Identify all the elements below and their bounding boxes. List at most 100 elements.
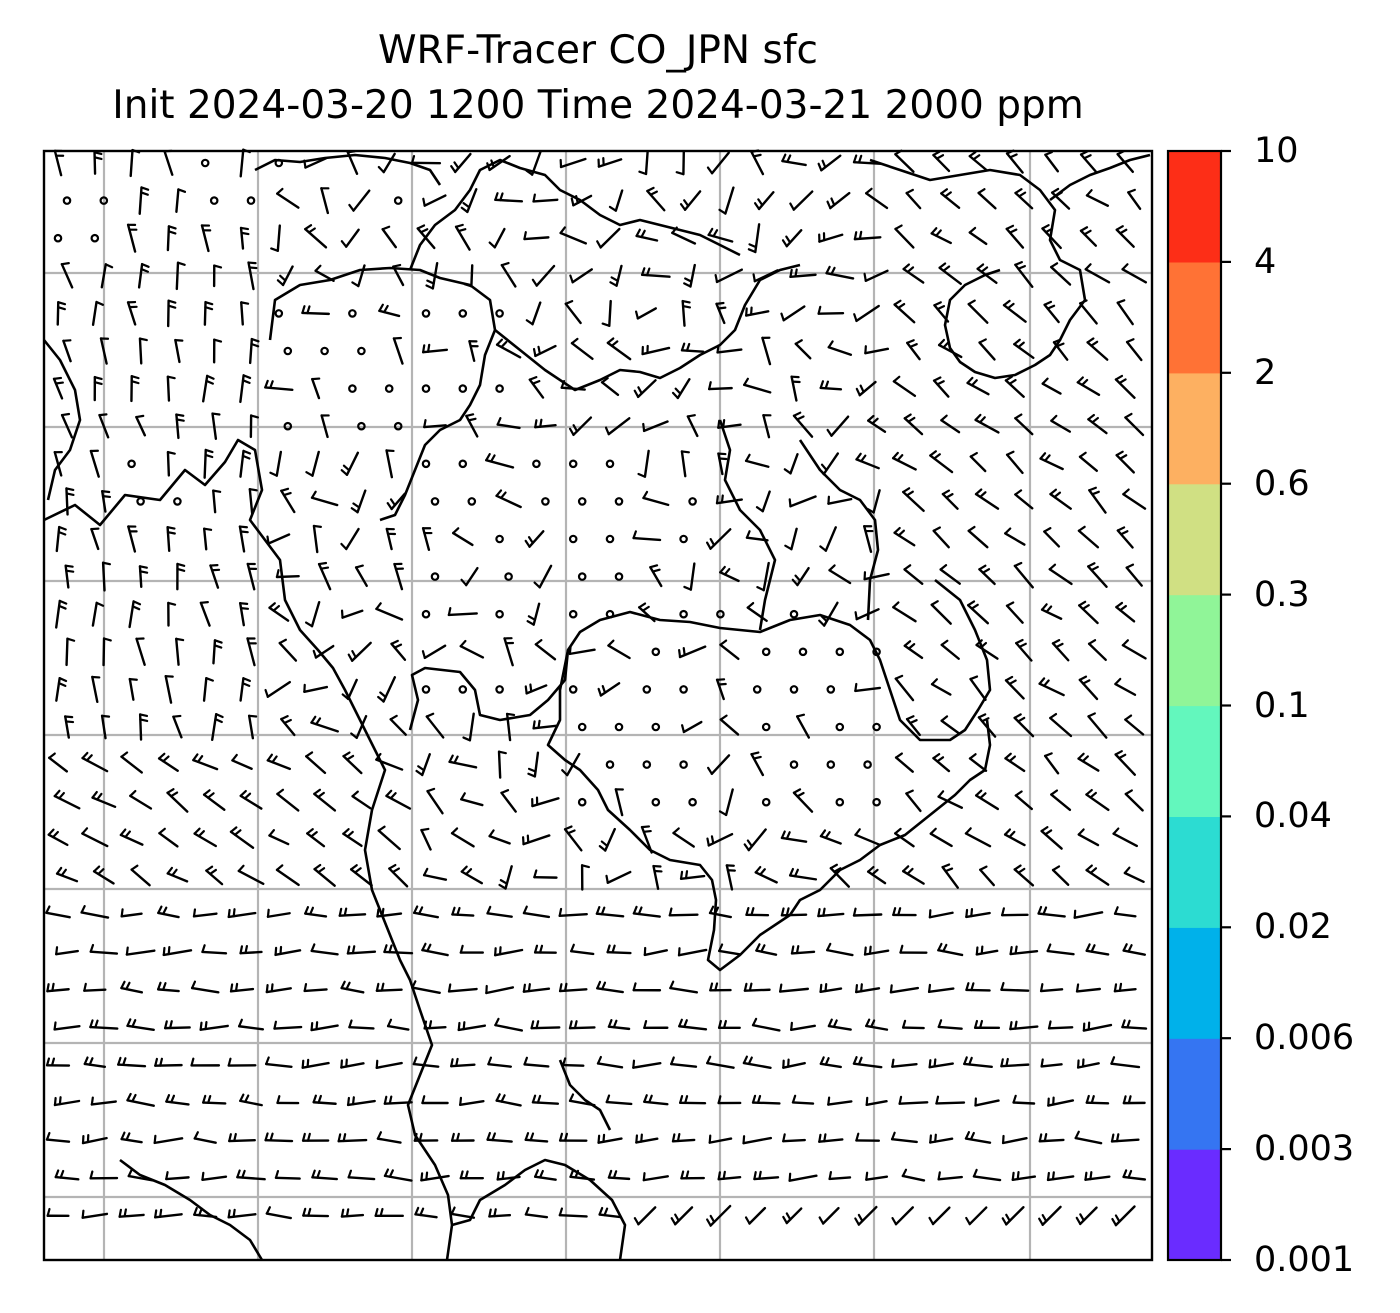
wind-barb [93, 375, 103, 402]
wind-barb [963, 1056, 993, 1069]
wind-barb [706, 832, 734, 847]
wind-barb [929, 827, 953, 848]
wind-barb [270, 224, 281, 252]
calm-wind-marker [421, 685, 431, 694]
wind-barb [450, 1057, 476, 1068]
wind-barb [389, 714, 407, 736]
wind-barb [605, 1094, 633, 1106]
wind-barb [90, 1096, 117, 1106]
wind-barb [459, 1170, 485, 1180]
wind-barb [930, 227, 952, 245]
wind-barb [1005, 224, 1025, 249]
wind-barb [459, 1096, 485, 1107]
wind-barb [750, 149, 765, 176]
wind-barb [174, 338, 184, 364]
wind-barb [598, 827, 616, 852]
wind-barb [91, 675, 101, 704]
wind-barb [932, 376, 950, 398]
wind-barb [153, 1134, 184, 1145]
wind-barb [1087, 562, 1108, 588]
wind-barb [788, 495, 817, 508]
wind-barb [817, 305, 845, 315]
wind-barb [388, 863, 409, 888]
wind-barb [522, 905, 551, 919]
wind-barb [412, 1056, 440, 1068]
wind-barb [646, 186, 666, 212]
wind-barb-field [45, 148, 1148, 1227]
wind-barb [930, 600, 952, 625]
wind-barb [532, 344, 557, 358]
wind-barb [301, 305, 330, 316]
wind-barb [1076, 376, 1101, 397]
wind-barb [633, 379, 657, 399]
wind-barb [1114, 677, 1137, 696]
wind-barb [524, 1132, 549, 1143]
colorbar-tick-label: 0.001 [1254, 1240, 1355, 1280]
calm-wind-marker [835, 647, 845, 657]
wind-barb [974, 488, 1000, 510]
wind-barb [865, 1018, 889, 1031]
wind-barb [1074, 1130, 1103, 1145]
wind-barb [460, 566, 479, 587]
wind-barb [227, 908, 257, 919]
wind-barb [853, 230, 882, 241]
wind-barb [715, 301, 727, 325]
wind-barb [192, 908, 218, 918]
wind-barb [375, 1059, 403, 1069]
wind-barb [304, 600, 321, 628]
wind-barb [304, 906, 328, 918]
wind-barb [746, 602, 768, 623]
wind-barb [597, 682, 621, 697]
wind-barb [818, 232, 844, 243]
wind-barb [305, 450, 320, 477]
wind-barb [500, 261, 517, 288]
wind-barb [175, 413, 185, 440]
wind-barb [377, 676, 397, 703]
wind-barb [1115, 450, 1135, 474]
wind-barb [1037, 905, 1066, 918]
wind-barb [312, 524, 322, 554]
wind-barb [902, 487, 925, 513]
wind-barb [341, 678, 358, 701]
wind-barb [1113, 982, 1137, 993]
calm-wind-marker [568, 459, 578, 469]
wind-barb [485, 984, 515, 995]
wind-barb [312, 644, 335, 659]
wind-barb [175, 637, 185, 666]
wind-barb [340, 228, 360, 248]
wind-barb [202, 676, 214, 702]
west-inland [42, 339, 82, 501]
wind-barb [53, 789, 81, 810]
calm-wind-marker [458, 685, 468, 694]
calm-wind-marker [605, 760, 615, 769]
wind-barb [119, 828, 144, 846]
wind-barb [854, 682, 882, 693]
calm-wind-marker [384, 384, 394, 393]
wind-barb [135, 414, 147, 437]
wind-barb [306, 828, 326, 848]
wind-barb [1082, 1021, 1113, 1032]
wind-barb [635, 1133, 659, 1144]
wind-barb [965, 982, 991, 992]
calm-wind-marker [62, 196, 72, 205]
wind-barb [201, 1094, 227, 1105]
wind-barb [528, 376, 545, 399]
wind-barb [53, 450, 63, 477]
wind-barb [348, 1019, 375, 1030]
wind-barb [81, 1209, 109, 1219]
calm-wind-marker [90, 233, 100, 243]
chart-subtitle: Init 2024-03-20 1200 Time 2024-03-21 200… [112, 83, 1084, 128]
wind-barb [265, 1206, 292, 1220]
wind-barb [754, 865, 778, 884]
wind-barb [138, 186, 150, 215]
wind-barb [635, 228, 659, 242]
wind-barb [527, 751, 540, 778]
calm-wind-marker [53, 233, 63, 243]
wind-barb [410, 154, 442, 165]
wind-barb [605, 870, 632, 884]
wind-barb [392, 336, 404, 365]
wind-barb [311, 1169, 339, 1181]
sw-coastline [119, 1158, 264, 1261]
calm-wind-marker [642, 685, 652, 694]
wind-barb [671, 1132, 696, 1143]
